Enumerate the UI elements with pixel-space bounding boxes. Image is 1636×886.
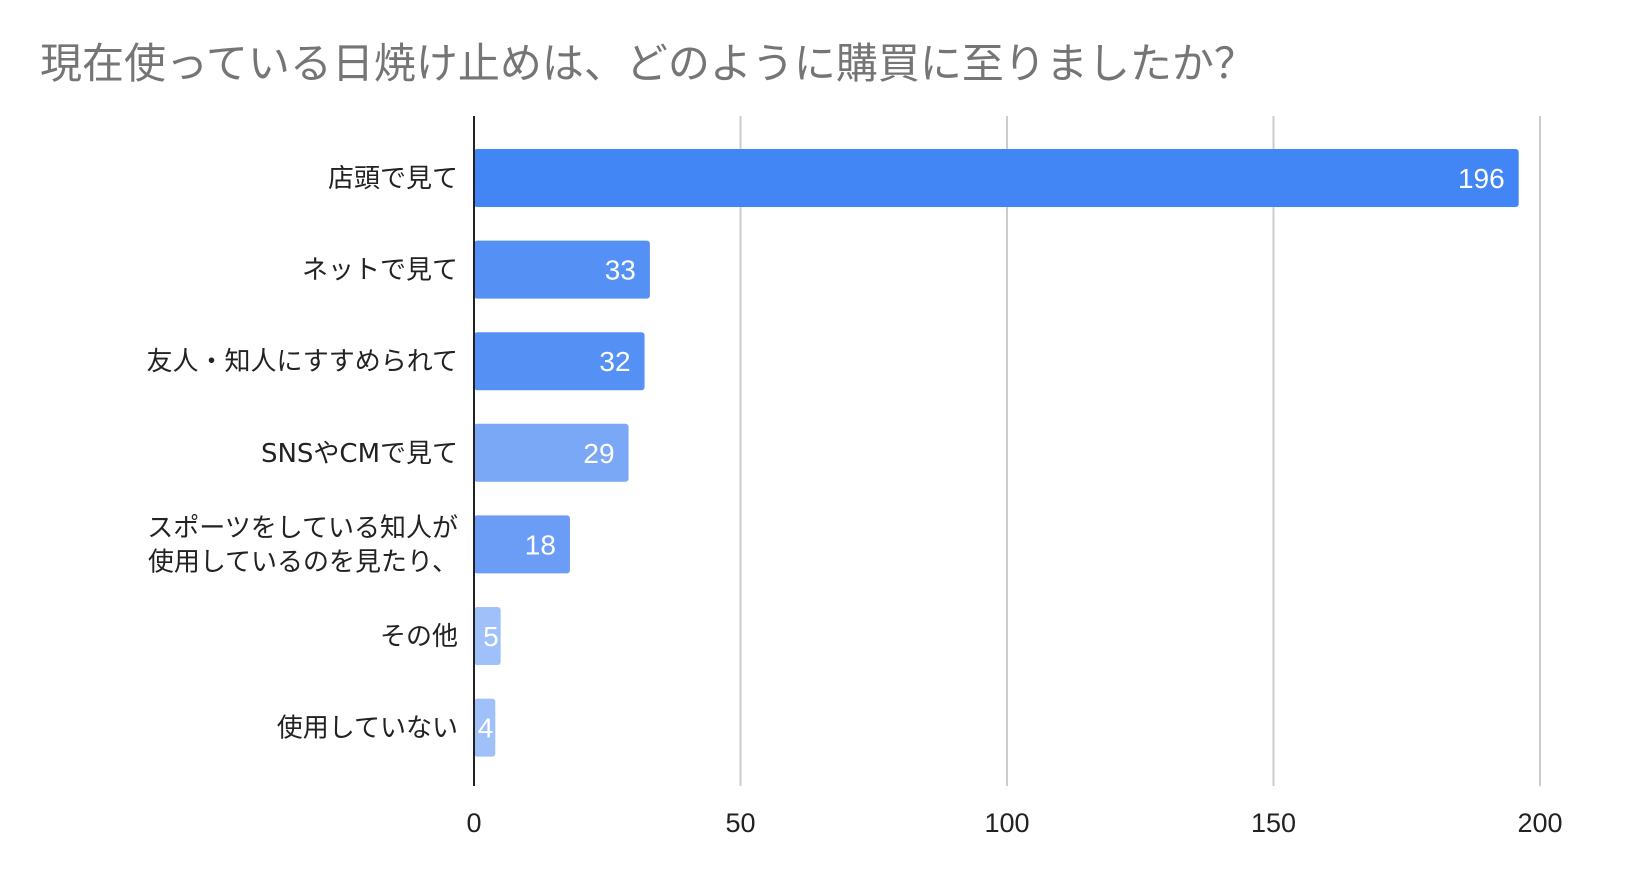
category-label: ネットで見て: [302, 256, 458, 286]
category-label: 友人・知人にすすめられて: [147, 347, 458, 377]
bar: [474, 698, 496, 757]
bar: [474, 515, 570, 574]
category-label: その他: [380, 622, 458, 652]
bar-value-label: 32: [599, 346, 630, 377]
bar-value-label: 29: [583, 438, 614, 469]
category-label: 店頭で見て: [328, 164, 458, 194]
category-label: スポーツをしている知人が: [147, 513, 458, 543]
bar: [474, 240, 650, 299]
x-tick-label: 100: [984, 808, 1029, 838]
category-label: 使用しているのを見たり、: [148, 547, 458, 577]
chart-title: 現在使っている日焼け止めは、どのように購買に至りましたか？: [40, 39, 1256, 88]
bar: [474, 423, 629, 482]
gridlines: [739, 116, 1541, 786]
bar-value-label: 33: [605, 255, 636, 286]
bar-value-label: 196: [1458, 163, 1505, 194]
category-label: 使用していない: [277, 714, 458, 744]
bar: [474, 149, 1519, 207]
x-tick-label: 0: [466, 808, 481, 838]
bar-value-label: 4: [478, 713, 494, 744]
x-tick-label: 150: [1251, 808, 1296, 838]
bars: [474, 149, 1519, 757]
category-label: SNSやCMで見て: [261, 439, 458, 469]
bar: [474, 607, 501, 665]
bar-value-label: 18: [525, 529, 556, 560]
x-tick-label: 200: [1517, 808, 1562, 838]
labels: 0 50 100 150 200 196 店頭で見て 33 ネットで見て 32 友人・知人にすすめら…: [147, 163, 1563, 838]
bar-value-label: 5: [483, 621, 499, 652]
x-tick-label: 50: [725, 808, 755, 838]
bar: [474, 332, 645, 391]
